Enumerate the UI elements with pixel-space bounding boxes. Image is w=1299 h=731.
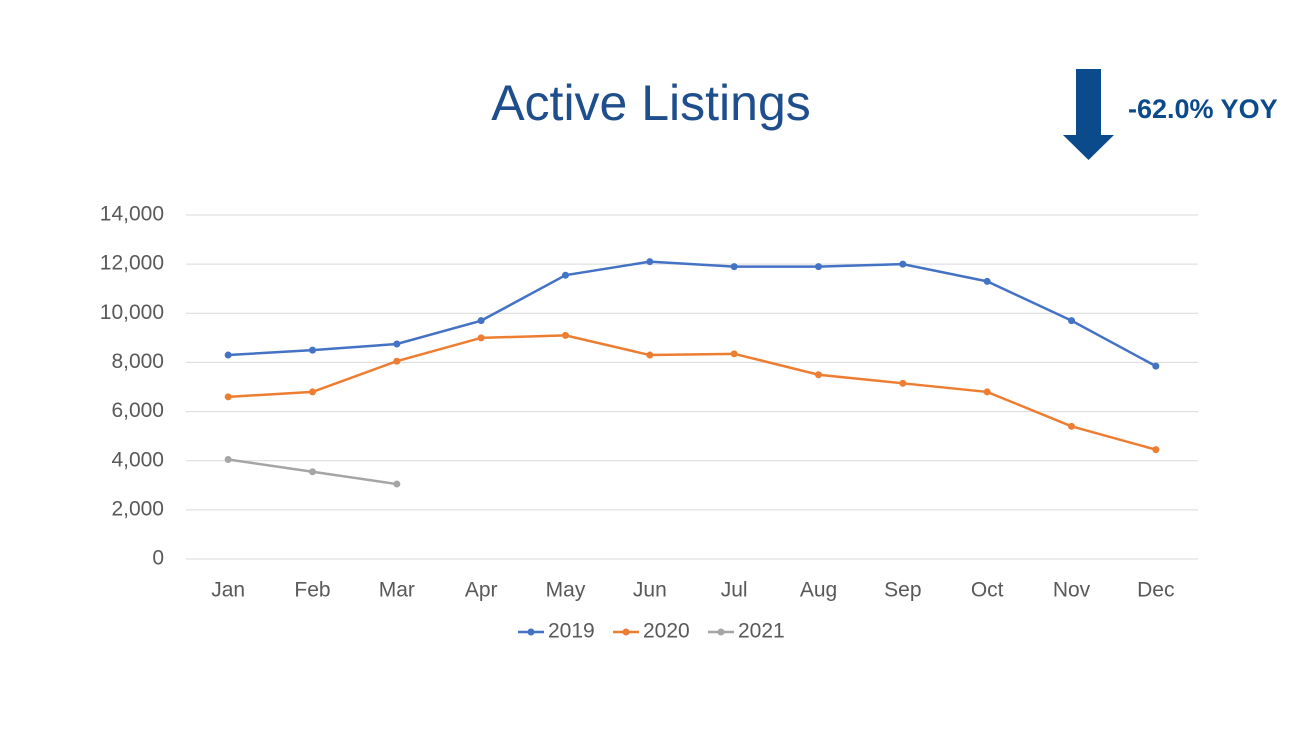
series-line: [228, 334, 1157, 451]
y-tick-label: 8,000: [111, 350, 164, 373]
x-tick-label: May: [546, 579, 586, 602]
x-tick-label: Jul: [721, 579, 748, 602]
point: [1068, 317, 1075, 325]
point: [224, 351, 232, 359]
x-tick-label: Oct: [971, 579, 1004, 602]
point: [309, 468, 316, 476]
annotation: -62.0% YOY: [1128, 94, 1278, 124]
chart-title: Active Listings: [491, 75, 811, 131]
y-tick-label: 2,000: [111, 497, 164, 520]
x-tick-label: Jun: [633, 579, 667, 602]
legend-marker: [622, 628, 630, 636]
legend-label: 2019: [548, 620, 595, 643]
point: [309, 346, 316, 354]
point: [224, 393, 232, 401]
arrow-icon: [1063, 69, 1114, 160]
point: [646, 258, 654, 266]
legend-marker: [717, 628, 725, 636]
y-tick-label: 14,000: [100, 203, 164, 226]
point: [899, 379, 907, 387]
legend-label: 2020: [643, 620, 690, 643]
legend-marker: [527, 628, 535, 636]
point: [477, 317, 485, 325]
point: [393, 480, 401, 488]
y-tick-label: 0: [152, 547, 164, 570]
point: [309, 388, 316, 396]
series-line: [228, 260, 1157, 368]
point: [983, 277, 991, 285]
point: [730, 263, 738, 271]
point: [815, 263, 822, 271]
point: [393, 357, 401, 365]
x-tick-label: Sep: [884, 579, 921, 602]
point: [730, 350, 738, 358]
y-tick-label: 6,000: [111, 399, 164, 422]
legend-label: 2021: [738, 620, 785, 643]
point: [224, 455, 232, 463]
point: [562, 331, 569, 339]
y-tick-label: 10,000: [100, 301, 164, 324]
point: [815, 371, 822, 379]
x-tick-label: Feb: [294, 579, 330, 602]
point: [477, 334, 485, 342]
y-tick-label: 12,000: [100, 252, 164, 275]
point: [983, 388, 991, 396]
point: [1152, 446, 1160, 454]
x-tick-label: Nov: [1053, 579, 1091, 602]
point: [1068, 422, 1075, 430]
point: [646, 351, 654, 359]
x-tick-label: Apr: [465, 579, 498, 602]
x-tick-label: Mar: [379, 579, 415, 602]
point: [899, 260, 907, 268]
point: [393, 340, 401, 348]
x-tick-label: Aug: [800, 579, 837, 602]
point: [562, 271, 569, 279]
point: [1152, 362, 1160, 370]
x-tick-label: Dec: [1137, 579, 1174, 602]
y-tick-label: 4,000: [111, 448, 164, 471]
x-tick-label: Jan: [211, 579, 245, 602]
